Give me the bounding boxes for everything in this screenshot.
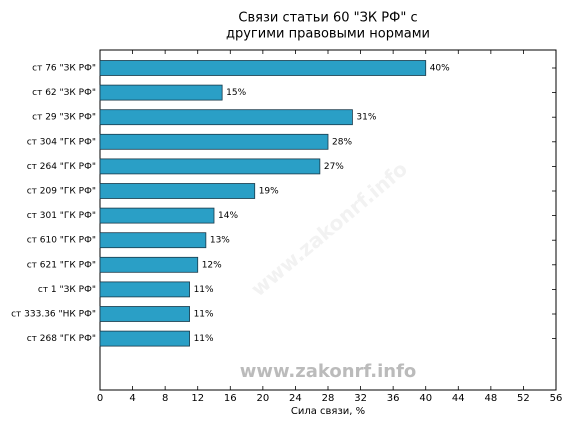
bar [99, 84, 223, 101]
value-label: 19% [259, 187, 279, 197]
y-tick-label: ст 621 "ГК РФ" [27, 260, 96, 270]
x-axis-label: Сила связи, % [291, 406, 365, 417]
x-tick-label: 20 [256, 393, 269, 404]
y-tick-label: ст 209 "ГК РФ" [27, 187, 96, 197]
watermark: www.zakonrf.info [240, 361, 417, 382]
x-tick-label: 36 [387, 393, 400, 404]
value-label: 11% [194, 334, 214, 344]
x-tick-label: 56 [550, 393, 563, 404]
x-tick-label: 48 [484, 393, 497, 404]
x-tick-label: 32 [354, 393, 367, 404]
y-tick-label: ст 1 "ЗК РФ" [38, 285, 96, 295]
y-tick-label: ст 62 "ЗК РФ" [32, 88, 96, 98]
value-label: 40% [430, 64, 450, 74]
x-tick-label: 8 [162, 393, 168, 404]
bar [99, 306, 190, 322]
x-tick-label: 52 [517, 393, 530, 404]
bar [99, 60, 427, 76]
bar [99, 232, 207, 249]
value-label: 11% [194, 285, 214, 295]
x-tick-label: 0 [97, 393, 103, 404]
x-tick-label: 24 [289, 393, 302, 404]
chart-title: Связи статьи 60 "ЗК РФ" с [238, 11, 417, 26]
x-tick-label: 28 [322, 393, 335, 404]
value-label: 31% [356, 113, 376, 123]
x-tick-label: 16 [224, 393, 237, 404]
y-tick-label: ст 268 "ГК РФ" [27, 334, 96, 344]
x-tick-label: 40 [419, 393, 432, 404]
y-tick-label: ст 333.36 "НК РФ" [11, 310, 96, 320]
y-tick-label: ст 29 "ЗК РФ" [32, 113, 96, 123]
y-tick-label: ст 304 "ГК РФ" [27, 137, 96, 147]
value-label: 13% [210, 236, 230, 246]
value-label: 14% [218, 211, 238, 221]
bar [99, 330, 190, 347]
value-label: 12% [202, 260, 222, 270]
y-tick-label: ст 610 "ГК РФ" [27, 236, 96, 246]
x-tick-label: 12 [191, 393, 204, 404]
x-tick-label: 4 [129, 393, 135, 404]
bar [99, 109, 353, 126]
value-label: 28% [332, 137, 352, 147]
bar [99, 133, 329, 150]
value-label: 15% [226, 88, 246, 98]
y-tick-label: ст 264 "ГК РФ" [27, 162, 96, 172]
bar [99, 281, 190, 298]
bar [99, 207, 215, 224]
y-tick-label: ст 301 "ГК РФ" [27, 211, 96, 221]
x-tick-label: 44 [452, 393, 465, 404]
bar [99, 158, 321, 175]
value-label: 11% [194, 310, 214, 320]
bar [99, 256, 199, 273]
bar [99, 183, 256, 199]
value-label: 27% [324, 162, 344, 172]
watermark: www.zakonrf.info [246, 157, 412, 302]
y-tick-label: ст 76 "ЗК РФ" [32, 64, 96, 74]
chart-title: другими правовыми нормами [226, 27, 430, 42]
